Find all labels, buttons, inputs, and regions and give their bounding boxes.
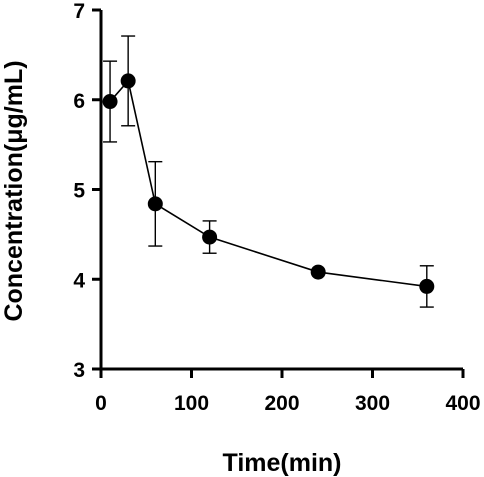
- error-bars: [103, 35, 434, 308]
- y-tick-label: 3: [73, 359, 85, 382]
- x-tick-label: 400: [445, 392, 480, 415]
- x-tick-label: 200: [264, 392, 299, 415]
- y-tick-label: 5: [73, 180, 85, 203]
- x-tick-label: 300: [355, 392, 390, 415]
- y-axis-label: Concentration(μg/mL): [0, 60, 28, 321]
- y-tick-label: 7: [73, 0, 85, 23]
- data-point: [102, 94, 118, 110]
- y-ticks: 3 4 5 6 7: [73, 0, 101, 382]
- data-point: [202, 229, 218, 245]
- data-point: [147, 196, 163, 212]
- x-axis-label: Time(min): [223, 449, 342, 477]
- x-tick-label: 0: [95, 392, 107, 415]
- data-point: [120, 73, 136, 89]
- y-tick-label: 4: [73, 269, 85, 292]
- series-line: [109, 79, 427, 288]
- y-tick-label: 6: [73, 90, 85, 113]
- axes: [99, 10, 463, 371]
- x-tick-label: 100: [174, 392, 209, 415]
- data-points: [102, 73, 435, 294]
- data-point: [419, 278, 435, 294]
- series-lines: [109, 79, 427, 288]
- x-ticks: 0 100 200 300 400: [95, 369, 481, 415]
- data-point: [310, 264, 326, 280]
